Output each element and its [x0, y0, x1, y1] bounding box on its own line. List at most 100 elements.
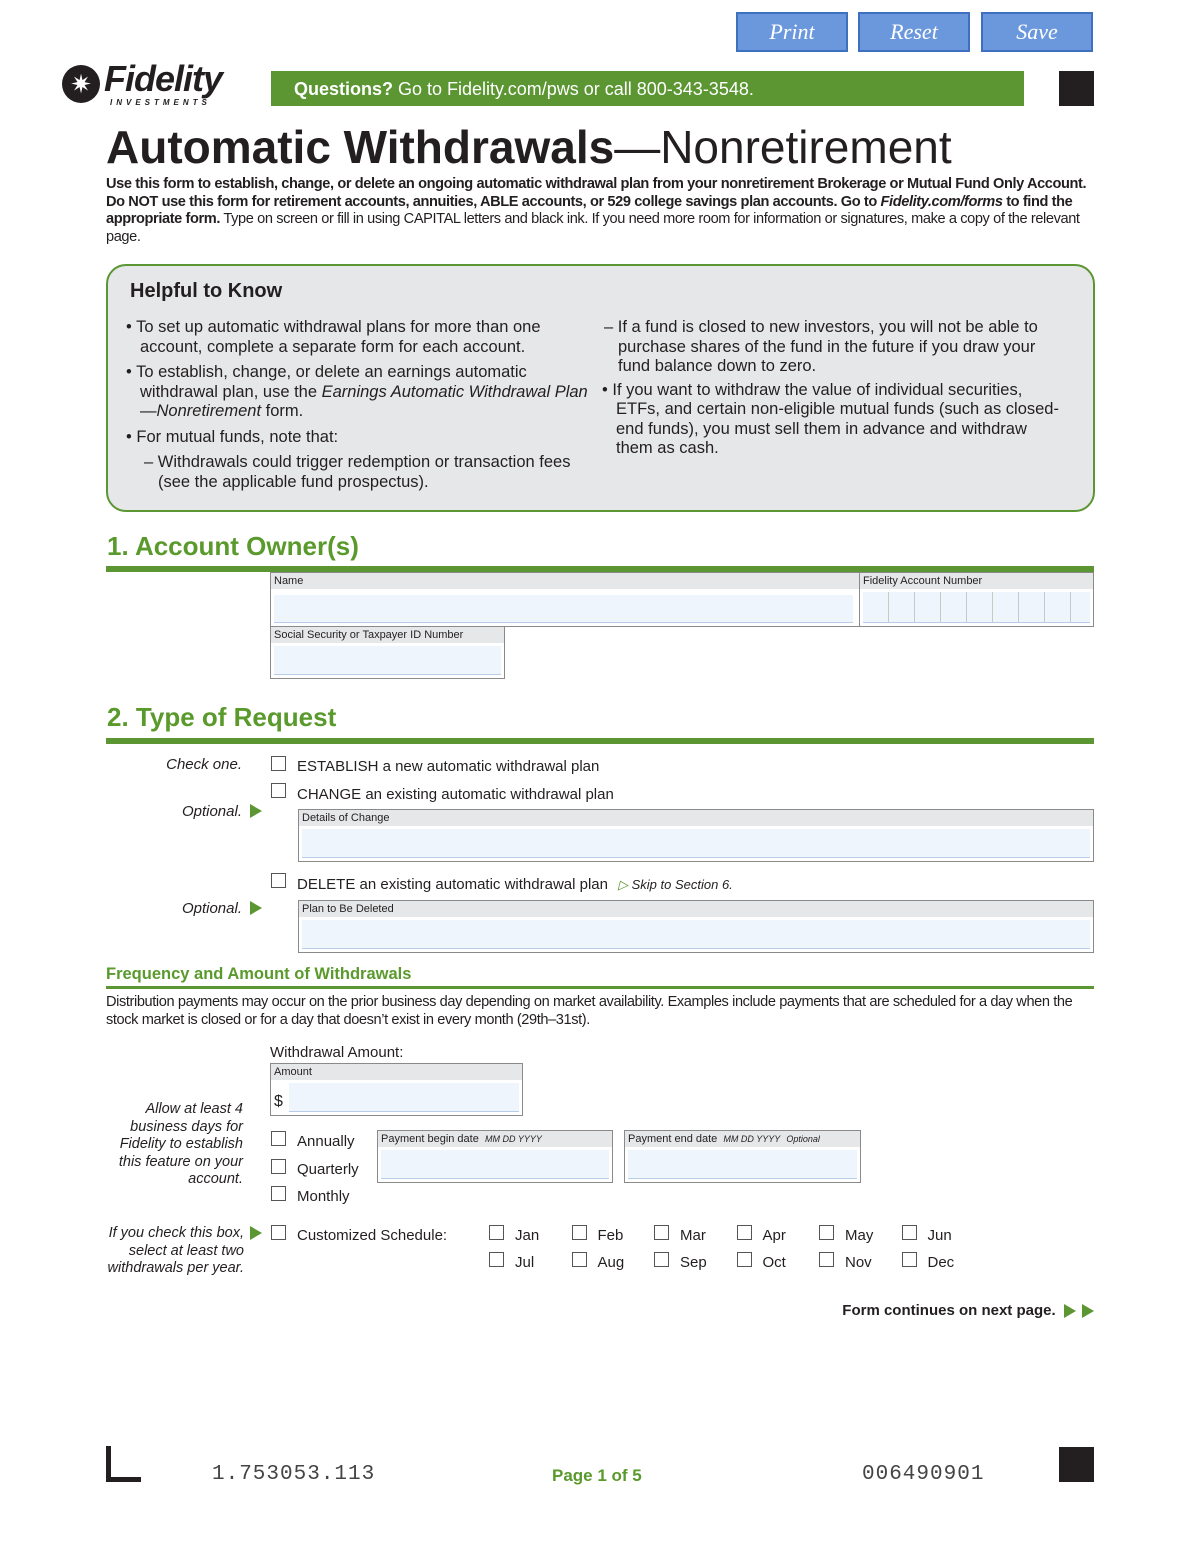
arrow-icon — [250, 1226, 262, 1240]
month-label: Apr — [762, 1227, 786, 1244]
payment-begin-date-field[interactable]: Payment begin date MM DD YYYY — [377, 1130, 613, 1183]
plan-deleted-label: Plan to Be Deleted — [299, 901, 1093, 917]
month-label: Feb — [597, 1227, 624, 1244]
month-label: Jan — [515, 1227, 540, 1244]
month-checkbox-jul[interactable] — [489, 1252, 504, 1267]
arrow-icon — [1082, 1304, 1094, 1319]
help-subbullet: – If a fund is closed to new investors, … — [604, 318, 1038, 375]
customized-schedule-checkbox[interactable] — [271, 1225, 286, 1240]
section-1-title: 1. Account Owner(s) — [107, 531, 359, 561]
quarterly-label: Quarterly — [297, 1161, 359, 1178]
name-input[interactable] — [274, 595, 853, 623]
print-button[interactable]: Print — [736, 12, 848, 52]
arrow-icon — [250, 901, 262, 915]
registration-mark — [1059, 1447, 1094, 1482]
month-checkbox-jun[interactable] — [901, 1225, 917, 1240]
plan-deleted-input[interactable] — [302, 920, 1090, 949]
intro-bold2: to find the appropriate form. — [106, 193, 1073, 228]
intro-bold: Use this form to establish, change, or d… — [106, 176, 1087, 210]
amount-input[interactable] — [289, 1083, 519, 1112]
allow-note: Allow at least 4 business days for Fidel… — [118, 1101, 243, 1187]
account-number-label: Fidelity Account Number — [860, 573, 1093, 589]
annually-checkbox[interactable] — [271, 1131, 286, 1146]
intro-text: Use this form to establish, change, or d… — [106, 176, 1096, 246]
banner-text: Go to Fidelity.com/pws or call 800-343-3… — [393, 79, 754, 99]
section-2-title: 2. Type of Request — [107, 702, 337, 732]
month-label: Aug — [597, 1254, 625, 1271]
save-button[interactable]: Save — [981, 12, 1093, 52]
name-field[interactable]: Name — [270, 572, 860, 627]
account-number-field[interactable]: Fidelity Account Number — [859, 572, 1094, 627]
end-optional: Optional — [786, 1134, 820, 1144]
month-label: May — [845, 1227, 874, 1244]
helpful-title: Helpful to Know — [130, 280, 283, 302]
month-label: Nov — [845, 1254, 872, 1271]
section-divider — [106, 738, 1094, 744]
month-label: Oct — [762, 1254, 786, 1271]
customized-schedule-label: Customized Schedule: — [297, 1227, 448, 1244]
helpful-to-know-box: Helpful to Know • To set up automatic wi… — [106, 264, 1095, 512]
custom-note: If you check this box, select at least t… — [107, 1225, 244, 1276]
continues-note: Form continues on next page. — [842, 1302, 1056, 1319]
details-of-change-field[interactable]: Details of Change — [298, 809, 1094, 862]
amount-field[interactable]: Amount $ — [270, 1063, 523, 1116]
month-label: Dec — [927, 1254, 955, 1271]
month-checkbox-nov[interactable] — [819, 1252, 834, 1267]
registration-mark — [1059, 71, 1094, 106]
arrow-icon — [250, 804, 262, 818]
section-divider — [106, 566, 1094, 572]
month-label: Jul — [515, 1254, 535, 1271]
delete-row: DELETE an existing automatic withdrawal … — [297, 876, 733, 893]
end-label: Payment end date — [628, 1133, 718, 1145]
details-input[interactable] — [302, 829, 1090, 858]
monthly-checkbox[interactable] — [271, 1186, 286, 1201]
plan-to-be-deleted-field[interactable]: Plan to Be Deleted — [298, 900, 1094, 953]
month-checkbox-aug[interactable] — [571, 1252, 587, 1267]
month-label: Mar — [680, 1227, 706, 1244]
frequency-title: Frequency and Amount of Withdrawals — [106, 965, 412, 983]
month-checkbox-feb[interactable] — [571, 1225, 587, 1240]
month-checkbox-jan[interactable] — [489, 1225, 504, 1240]
month-label: Sep — [680, 1254, 707, 1271]
withdrawal-amount-label: Withdrawal Amount: — [270, 1044, 404, 1061]
month-checkbox-may[interactable] — [819, 1225, 834, 1240]
banner-bold: Questions? — [294, 79, 394, 99]
payment-end-date-field[interactable]: Payment end date MM DD YYYY Optional — [624, 1130, 861, 1183]
month-checkbox-mar[interactable] — [654, 1225, 669, 1240]
end-format: MM DD YYYY — [723, 1134, 781, 1144]
establish-checkbox[interactable] — [271, 756, 286, 771]
name-label: Name — [271, 573, 859, 589]
annually-label: Annually — [297, 1133, 355, 1150]
delete-checkbox[interactable] — [271, 873, 286, 888]
change-checkbox[interactable] — [271, 783, 286, 798]
ssn-label: Social Security or Taxpayer ID Number — [271, 627, 504, 643]
page-title: Automatic Withdrawals—Nonretirement — [106, 120, 952, 174]
establish-label: ESTABLISH a new automatic withdrawal pla… — [297, 758, 600, 775]
month-label: Jun — [927, 1227, 952, 1244]
help-bullet: • For mutual funds, note that: — [126, 427, 339, 446]
month-checkbox-dec[interactable] — [901, 1252, 917, 1267]
arrow-icon — [1064, 1304, 1076, 1319]
monthly-label: Monthly — [297, 1188, 350, 1205]
quarterly-checkbox[interactable] — [271, 1159, 286, 1174]
intro-normal: Type on screen or fill in using CAPITAL … — [106, 211, 1080, 245]
ssn-input[interactable] — [274, 646, 501, 675]
ssn-field[interactable]: Social Security or Taxpayer ID Number — [270, 626, 505, 679]
title-dash: — — [614, 121, 661, 173]
skip-note: Skip to Section 6. — [631, 877, 733, 892]
begin-date-input[interactable] — [381, 1150, 609, 1179]
logo-wordmark: Fidelity — [104, 58, 223, 99]
month-checkbox-apr[interactable] — [736, 1225, 752, 1240]
title-main: Automatic Withdrawals — [106, 121, 615, 173]
form-code: 1.753053.113 — [212, 1463, 376, 1486]
title-sub: Nonretirement — [660, 121, 952, 173]
help-bullet: • To establish, change, or delete an ear… — [126, 363, 588, 420]
account-number-input[interactable] — [863, 592, 1090, 623]
reset-button[interactable]: Reset — [858, 12, 970, 52]
outline-arrow-icon: ▷ — [618, 877, 628, 892]
month-checkbox-sep[interactable] — [654, 1252, 669, 1267]
forms-link[interactable]: Fidelity.com/forms — [880, 193, 1003, 210]
end-date-input[interactable] — [628, 1150, 857, 1179]
month-checkbox-oct[interactable] — [736, 1252, 752, 1267]
